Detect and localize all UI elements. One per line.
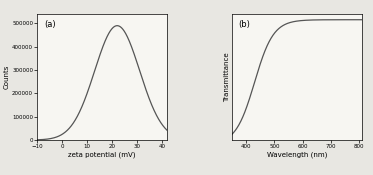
- X-axis label: Wavelength (nm): Wavelength (nm): [267, 151, 327, 158]
- Text: (b): (b): [238, 20, 250, 29]
- X-axis label: zeta potential (mV): zeta potential (mV): [69, 151, 136, 158]
- Text: (a): (a): [44, 20, 56, 29]
- Y-axis label: Counts: Counts: [4, 65, 10, 89]
- Y-axis label: Transmittance: Transmittance: [224, 52, 230, 102]
